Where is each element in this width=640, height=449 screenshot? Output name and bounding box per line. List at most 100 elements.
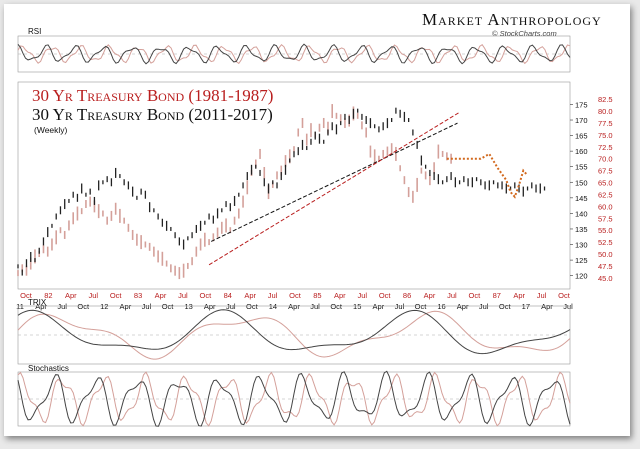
x-axis-bottom-label: Apr — [120, 302, 132, 311]
x-axis-top-label: Jul — [178, 291, 188, 300]
x-axis-top-label: Jul — [447, 291, 457, 300]
x-axis-top-label: Apr — [424, 291, 436, 300]
left-axis-tick-label: 125 — [575, 256, 588, 265]
x-axis-bottom-label: Jul — [479, 302, 489, 311]
right-axis-tick-label: 45.0 — [598, 274, 613, 283]
left-axis-tick-label: 160 — [575, 147, 588, 156]
x-axis-bottom-label: Apr — [288, 302, 300, 311]
x-axis-bottom-label: Apr — [541, 302, 553, 311]
x-axis-top-label: 87 — [493, 291, 501, 300]
x-axis-bottom-label: Jul — [226, 302, 236, 311]
left-axis-tick-label: 165 — [575, 132, 588, 141]
x-axis-top-label: Apr — [244, 291, 256, 300]
x-axis-bottom-label: Jul — [142, 302, 152, 311]
right-axis-tick-label: 57.5 — [598, 214, 613, 223]
x-axis-top-label: Oct — [110, 291, 123, 300]
left-axis-tick-label: 150 — [575, 178, 588, 187]
x-axis-top-label: Apr — [155, 291, 167, 300]
rsi-panel-label: RSI — [28, 27, 42, 36]
right-axis-tick-label: 80.0 — [598, 107, 613, 116]
x-axis-top-label: 85 — [313, 291, 321, 300]
x-axis-bottom-label: Oct — [499, 302, 512, 311]
left-axis-tick-label: 135 — [575, 225, 588, 234]
x-axis-top-label: Oct — [558, 291, 571, 300]
right-axis-tick-label: 70.0 — [598, 155, 613, 164]
x-axis-bottom-label: 12 — [100, 302, 108, 311]
x-axis-top-label: Jul — [537, 291, 547, 300]
left-axis-tick-label: 175 — [575, 100, 588, 109]
x-axis-bottom-label: 13 — [184, 302, 192, 311]
x-axis-bottom-label: Apr — [35, 302, 47, 311]
brand-name: Market Anthropology — [422, 10, 602, 29]
stochastics-panel-black-line — [17, 370, 571, 427]
title-red-series: 30 Yr Treasury Bond (1981-1987) — [32, 86, 274, 105]
left-axis-tick-label: 170 — [575, 116, 588, 125]
x-axis-bottom-label: Oct — [415, 302, 428, 311]
projection-path — [446, 152, 529, 199]
x-axis-top-label: Jul — [268, 291, 278, 300]
black-series-group — [17, 107, 546, 276]
chart-subtitle: (Weekly) — [34, 125, 68, 135]
left-axis-tick-label: 155 — [575, 163, 588, 172]
x-axis-top-label: Oct — [199, 291, 212, 300]
x-axis-top-label: Apr — [513, 291, 525, 300]
x-axis-bottom-label: Oct — [162, 302, 175, 311]
stochastics-panel — [17, 370, 571, 427]
main-panel-border — [17, 81, 571, 290]
x-axis-bottom-label: Oct — [330, 302, 343, 311]
right-axis-tick-label: 47.5 — [598, 262, 613, 271]
x-axis-bottom-label: 17 — [522, 302, 530, 311]
x-axis-bottom-label: Apr — [372, 302, 384, 311]
x-axis-top-label: Apr — [334, 291, 346, 300]
right-axis-tick-label: 72.5 — [598, 143, 613, 152]
right-axis-tick-label: 77.5 — [598, 119, 613, 128]
right-axis-tick-label: 55.0 — [598, 226, 613, 235]
x-axis-top-label: 83 — [134, 291, 142, 300]
left-axis-tick-label: 130 — [575, 241, 588, 250]
x-axis-bottom-label: Apr — [204, 302, 216, 311]
right-axis-tick-label: 67.5 — [598, 167, 613, 176]
x-axis-top-label: 86 — [403, 291, 411, 300]
left-axis-tick-label: 120 — [575, 272, 588, 281]
black-trendline — [210, 122, 458, 242]
source-credit: © StockCharts.com — [492, 29, 557, 38]
x-axis-top-label: Oct — [289, 291, 302, 300]
x-axis-bottom-label: 15 — [353, 302, 361, 311]
stochastics-panel-red-line — [17, 371, 571, 427]
right-axis-tick-label: 62.5 — [598, 190, 613, 199]
rsi-panel — [17, 35, 571, 73]
brand-logo: Market Anthropology — [422, 10, 602, 30]
x-axis-bottom-label: Apr — [457, 302, 469, 311]
right-axis-tick-label: 50.0 — [598, 250, 613, 259]
left-axis-tick-label: 145 — [575, 194, 588, 203]
x-axis-top-label: Jul — [357, 291, 367, 300]
x-axis-top-label: Apr — [65, 291, 77, 300]
right-axis-tick-label: 75.0 — [598, 131, 613, 140]
x-axis-bottom-label: 11 — [16, 302, 24, 311]
x-axis-bottom-label: Jul — [57, 302, 67, 311]
red-trendline — [208, 111, 460, 266]
x-axis-bottom-label: Oct — [77, 302, 90, 311]
x-axis-bottom-label: Jul — [310, 302, 320, 311]
stochastics-panel-label: Stochastics — [28, 364, 69, 373]
x-axis-top-label: Jul — [88, 291, 98, 300]
x-axis-bottom-label: Oct — [246, 302, 259, 311]
red-series-group — [17, 104, 452, 280]
trix-panel-black-line — [17, 309, 571, 355]
trix-panel — [17, 305, 571, 365]
right-axis-tick-label: 65.0 — [598, 179, 613, 188]
x-axis-top-label: Oct — [379, 291, 392, 300]
x-axis-top-label: Oct — [20, 291, 33, 300]
right-axis-tick-label: 82.5 — [598, 95, 613, 104]
right-axis-tick-label: 60.0 — [598, 202, 613, 211]
chart-canvas: 120 125 130 135 140 145 150 155 160 165 170 175 45.0… — [16, 35, 613, 427]
trix-panel-label: TRIX — [28, 298, 47, 307]
rsi-panel-black-line — [17, 43, 571, 65]
x-axis-bottom-label: 14 — [269, 302, 277, 311]
x-axis-bottom-label: Jul — [563, 302, 573, 311]
x-axis-top-label: 84 — [224, 291, 232, 300]
left-axis-tick-label: 140 — [575, 209, 588, 218]
trix-panel-red-line — [17, 310, 571, 360]
title-black-series: 30 Yr Treasury Bond (2011-2017) — [32, 105, 273, 124]
x-axis-bottom-label: Jul — [395, 302, 405, 311]
